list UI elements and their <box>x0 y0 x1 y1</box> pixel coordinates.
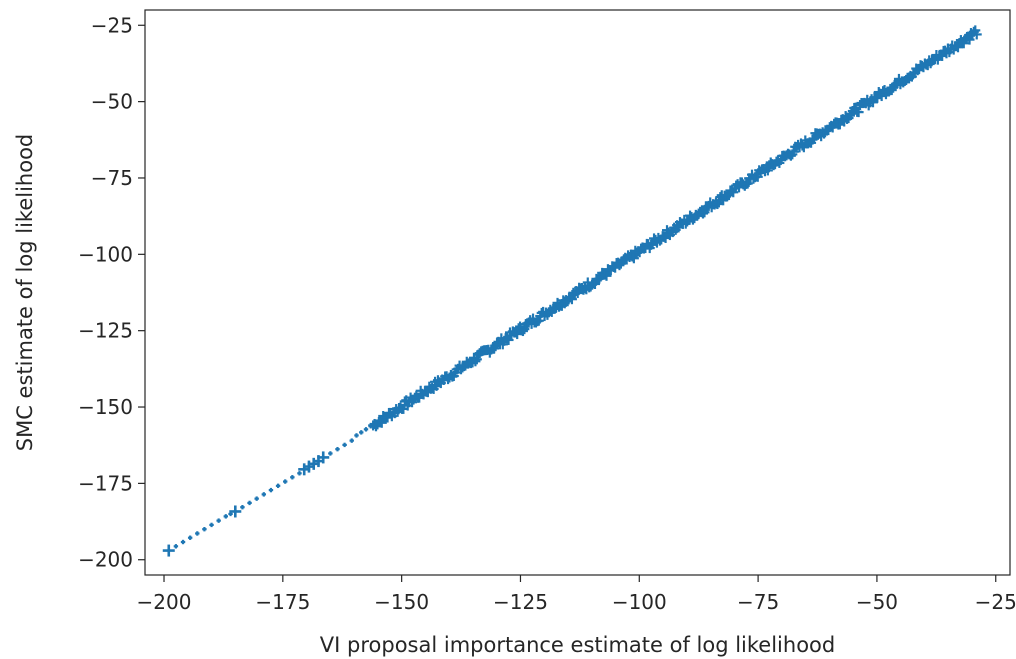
data-point <box>519 324 530 335</box>
data-point <box>275 483 281 489</box>
data-point <box>368 424 373 429</box>
data-point <box>628 253 639 264</box>
data-point <box>223 514 228 519</box>
data-point <box>533 315 544 326</box>
data-point <box>566 294 577 305</box>
data-point <box>712 199 723 210</box>
y-tick-label: −50 <box>91 90 133 114</box>
y-tick-label: −75 <box>91 166 133 190</box>
data-point <box>195 531 200 536</box>
y-tick-label: −150 <box>78 395 133 419</box>
x-tick-label: −150 <box>374 590 429 614</box>
y-tick-label: −175 <box>78 471 133 495</box>
data-point <box>601 270 612 281</box>
x-tick-label: −25 <box>975 590 1016 614</box>
y-axis-label: SMC estimate of log likelihood <box>13 134 37 451</box>
data-point <box>373 421 378 426</box>
data-point <box>378 417 383 423</box>
y-tick-label: −200 <box>78 548 133 572</box>
data-point <box>216 518 221 523</box>
x-tick-label: −100 <box>612 590 667 614</box>
data-point <box>335 446 340 452</box>
data-point <box>762 165 773 176</box>
data-point <box>247 500 252 506</box>
data-point <box>349 438 354 443</box>
data-point <box>240 505 245 510</box>
plot-area <box>144 9 1011 576</box>
data-point <box>254 496 259 501</box>
data-point <box>297 471 302 476</box>
data-point <box>268 487 274 493</box>
y-tick-label: −25 <box>91 13 133 37</box>
data-point <box>328 451 333 456</box>
data-point <box>290 475 295 480</box>
data-point <box>180 539 186 545</box>
data-point <box>742 178 753 189</box>
x-tick-label: −75 <box>737 590 779 614</box>
x-axis-ticks: −200 −175 −150 −125 −100 −75 −50 −25 <box>137 575 1016 614</box>
x-tick-label: −175 <box>255 590 310 614</box>
data-point <box>853 107 864 118</box>
data-point <box>187 535 193 540</box>
data-point <box>363 427 369 432</box>
x-tick-label: −125 <box>493 590 548 614</box>
data-point <box>261 492 267 497</box>
data-point <box>229 505 242 518</box>
x-tick-label: −200 <box>137 590 192 614</box>
data-point <box>359 430 364 435</box>
data-point <box>317 451 330 464</box>
y-tick-label: −100 <box>78 242 133 266</box>
data-point <box>342 442 347 448</box>
data-point <box>162 544 175 557</box>
data-point <box>173 544 179 549</box>
data-point <box>202 526 207 532</box>
data-points <box>162 25 982 557</box>
x-axis-label: VI proposal importance estimate of log l… <box>320 633 835 657</box>
data-point <box>752 171 763 182</box>
data-point <box>471 354 482 365</box>
data-point <box>517 326 528 337</box>
y-axis-ticks: −200 −175 −150 −125 −100 −75 −50 −25 <box>78 13 145 572</box>
data-point <box>283 479 288 484</box>
data-point <box>698 208 709 219</box>
y-tick-label: −125 <box>78 319 133 343</box>
axes-frame <box>144 9 1011 576</box>
x-tick-label: −50 <box>856 590 898 614</box>
data-point <box>209 522 214 528</box>
data-point <box>971 29 982 40</box>
data-point <box>354 433 359 438</box>
data-point <box>470 356 481 367</box>
